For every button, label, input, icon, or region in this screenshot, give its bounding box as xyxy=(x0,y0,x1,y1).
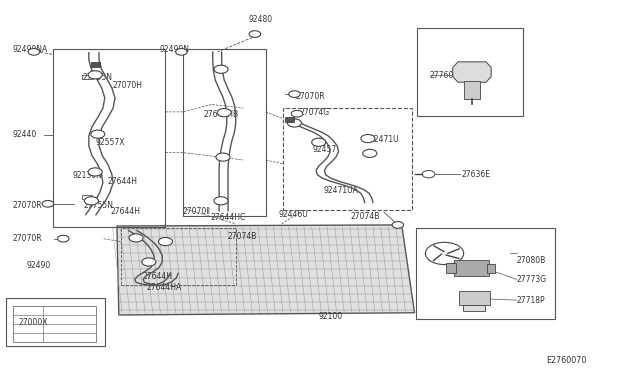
Text: 27644HA: 27644HA xyxy=(147,283,182,292)
Circle shape xyxy=(312,138,326,146)
Bar xyxy=(6,298,105,346)
Text: 27644HB: 27644HB xyxy=(204,110,239,119)
Circle shape xyxy=(217,109,231,117)
Bar xyxy=(283,108,412,210)
Text: 92499NA: 92499NA xyxy=(12,45,47,54)
Bar xyxy=(463,305,484,311)
Circle shape xyxy=(84,197,99,205)
Text: 92136N: 92136N xyxy=(72,171,102,180)
Text: 27070R: 27070R xyxy=(12,201,42,210)
Bar xyxy=(91,62,100,67)
Text: 27074B: 27074B xyxy=(351,212,380,221)
Text: 92471U: 92471U xyxy=(370,135,399,144)
Circle shape xyxy=(28,48,40,55)
Bar xyxy=(121,228,236,285)
Bar xyxy=(53,49,166,227)
Text: 27070R: 27070R xyxy=(12,234,42,243)
Circle shape xyxy=(175,48,187,55)
Bar xyxy=(465,81,479,99)
Text: 27773G: 27773G xyxy=(516,275,547,284)
Circle shape xyxy=(363,149,377,157)
Bar xyxy=(83,75,92,79)
Circle shape xyxy=(58,235,69,242)
Text: 27644H: 27644H xyxy=(108,177,138,186)
Text: 92471UA: 92471UA xyxy=(323,186,358,195)
Text: 27644H: 27644H xyxy=(111,207,141,216)
Circle shape xyxy=(88,168,102,176)
Text: 27755N: 27755N xyxy=(84,201,114,210)
Bar xyxy=(182,49,266,216)
Circle shape xyxy=(129,234,143,242)
Bar xyxy=(487,264,495,273)
Text: 92446U: 92446U xyxy=(278,211,308,219)
Bar xyxy=(13,307,97,341)
Circle shape xyxy=(214,65,228,73)
Text: 92490: 92490 xyxy=(26,261,51,270)
Bar xyxy=(460,291,490,305)
Bar xyxy=(83,195,92,199)
Text: 27718P: 27718P xyxy=(516,296,545,305)
Bar xyxy=(454,260,489,276)
Circle shape xyxy=(287,119,301,127)
Circle shape xyxy=(249,31,260,37)
Circle shape xyxy=(142,258,156,266)
Text: 92457: 92457 xyxy=(312,145,337,154)
Text: 27636E: 27636E xyxy=(462,170,491,179)
Text: 27644HC: 27644HC xyxy=(210,213,245,222)
Text: 27000X: 27000X xyxy=(19,318,48,327)
Bar xyxy=(285,117,294,122)
Text: 27070H: 27070H xyxy=(113,81,143,90)
Circle shape xyxy=(216,153,230,161)
Text: 92557X: 92557X xyxy=(95,138,125,147)
Bar xyxy=(447,263,456,273)
Text: 27074G: 27074G xyxy=(300,108,330,117)
Text: 92440: 92440 xyxy=(12,130,36,140)
Text: E2760070: E2760070 xyxy=(547,356,587,365)
Circle shape xyxy=(291,110,303,117)
Polygon shape xyxy=(453,62,491,82)
Text: 27644H: 27644H xyxy=(143,272,172,281)
Circle shape xyxy=(392,222,404,228)
Polygon shape xyxy=(117,225,415,315)
Bar xyxy=(416,228,555,320)
Circle shape xyxy=(422,170,435,178)
Text: 92480: 92480 xyxy=(248,16,273,25)
Circle shape xyxy=(214,197,228,205)
Circle shape xyxy=(88,71,102,79)
Bar xyxy=(417,28,523,116)
Text: 27760: 27760 xyxy=(430,71,454,80)
Text: 27070Ⅱ: 27070Ⅱ xyxy=(182,207,211,216)
Circle shape xyxy=(289,91,300,97)
Text: 92100: 92100 xyxy=(319,312,343,321)
Text: 27755N: 27755N xyxy=(83,73,113,82)
Circle shape xyxy=(91,130,105,138)
Circle shape xyxy=(42,201,54,207)
Text: 92499N: 92499N xyxy=(159,45,189,54)
Text: 27070R: 27070R xyxy=(296,92,325,101)
Circle shape xyxy=(159,237,173,246)
Text: 27080B: 27080B xyxy=(516,256,546,265)
Circle shape xyxy=(361,135,375,142)
Text: 27074B: 27074B xyxy=(227,231,257,241)
